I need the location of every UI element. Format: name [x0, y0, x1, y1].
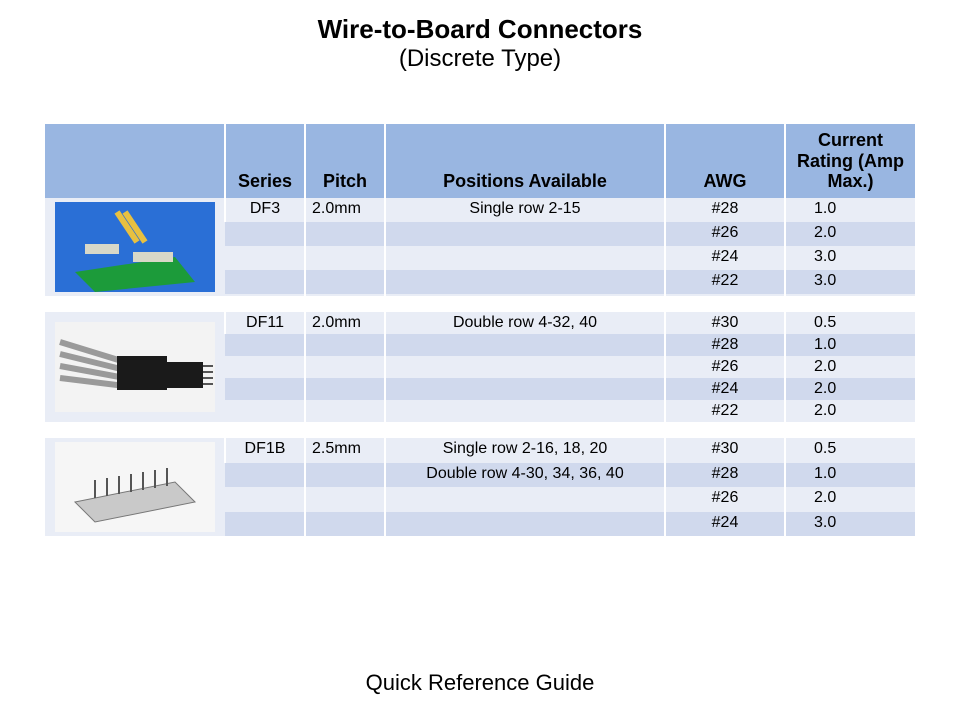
cell-positions: Double row 4-32, 40 [385, 312, 665, 334]
table-header-row: Series Pitch Positions Available AWG Cur… [45, 124, 915, 198]
cell-awg: #26 [665, 356, 785, 378]
page-title: Wire-to-Board Connectors [0, 14, 960, 45]
cell-awg: #22 [665, 400, 785, 422]
cell-pitch: 2.0mm [305, 312, 385, 334]
col-awg: AWG [665, 124, 785, 198]
cell-pitch: 2.5mm [305, 438, 385, 463]
cell-current: 2.0 [785, 356, 915, 378]
connector-table: Series Pitch Positions Available AWG Cur… [45, 124, 915, 536]
cell-current: 3.0 [785, 246, 915, 270]
cell-current: 3.0 [785, 512, 915, 537]
table-row: DF1B 2.5mm Single row 2-16, 18, 20 #30 0… [45, 438, 915, 463]
cell-current: 2.0 [785, 400, 915, 422]
cell-positions: Single row 2-16, 18, 20 [385, 438, 665, 463]
table-row: DF11 2.0mm Double row 4-32, 40 #30 0.5 [45, 312, 915, 334]
cell-positions: Double row 4-30, 34, 36, 40 [385, 463, 665, 488]
cell-awg: #28 [665, 334, 785, 356]
cell-awg: #24 [665, 512, 785, 537]
col-pitch: Pitch [305, 124, 385, 198]
table-row: DF3 2.0mm Single row 2-15 #28 1.0 [45, 198, 915, 222]
connector-thumbnail-icon [55, 322, 215, 412]
col-series: Series [225, 124, 305, 198]
product-image-df11 [45, 312, 225, 422]
cell-current: 2.0 [785, 378, 915, 400]
cell-current: 1.0 [785, 334, 915, 356]
cell-current: 2.0 [785, 487, 915, 512]
connector-thumbnail-icon [55, 442, 215, 532]
product-image-df3 [45, 198, 225, 296]
cell-awg: #28 [665, 463, 785, 488]
connector-table-wrap: Series Pitch Positions Available AWG Cur… [45, 124, 915, 536]
cell-series: DF3 [225, 198, 305, 222]
cell-current: 2.0 [785, 222, 915, 246]
cell-awg: #26 [665, 222, 785, 246]
cell-awg: #22 [665, 270, 785, 294]
connector-thumbnail-icon [55, 202, 215, 292]
product-image-df1b [45, 438, 225, 536]
cell-current: 0.5 [785, 312, 915, 334]
cell-current: 1.0 [785, 198, 915, 222]
group-spacer [45, 422, 915, 438]
cell-current: 3.0 [785, 270, 915, 294]
cell-awg: #24 [665, 378, 785, 400]
cell-series: DF11 [225, 312, 305, 334]
group-spacer [45, 296, 915, 312]
cell-awg: #30 [665, 312, 785, 334]
cell-positions: Single row 2-15 [385, 198, 665, 222]
col-positions: Positions Available [385, 124, 665, 198]
col-current: Current Rating (Amp Max.) [785, 124, 915, 198]
page-subtitle: (Discrete Type) [0, 45, 960, 74]
footer-text: Quick Reference Guide [0, 670, 960, 696]
cell-awg: #30 [665, 438, 785, 463]
cell-current: 0.5 [785, 438, 915, 463]
cell-awg: #24 [665, 246, 785, 270]
col-image [45, 124, 225, 198]
cell-awg: #26 [665, 487, 785, 512]
title-block: Wire-to-Board Connectors (Discrete Type) [0, 0, 960, 74]
cell-current: 1.0 [785, 463, 915, 488]
cell-pitch: 2.0mm [305, 198, 385, 222]
cell-awg: #28 [665, 198, 785, 222]
cell-series: DF1B [225, 438, 305, 463]
